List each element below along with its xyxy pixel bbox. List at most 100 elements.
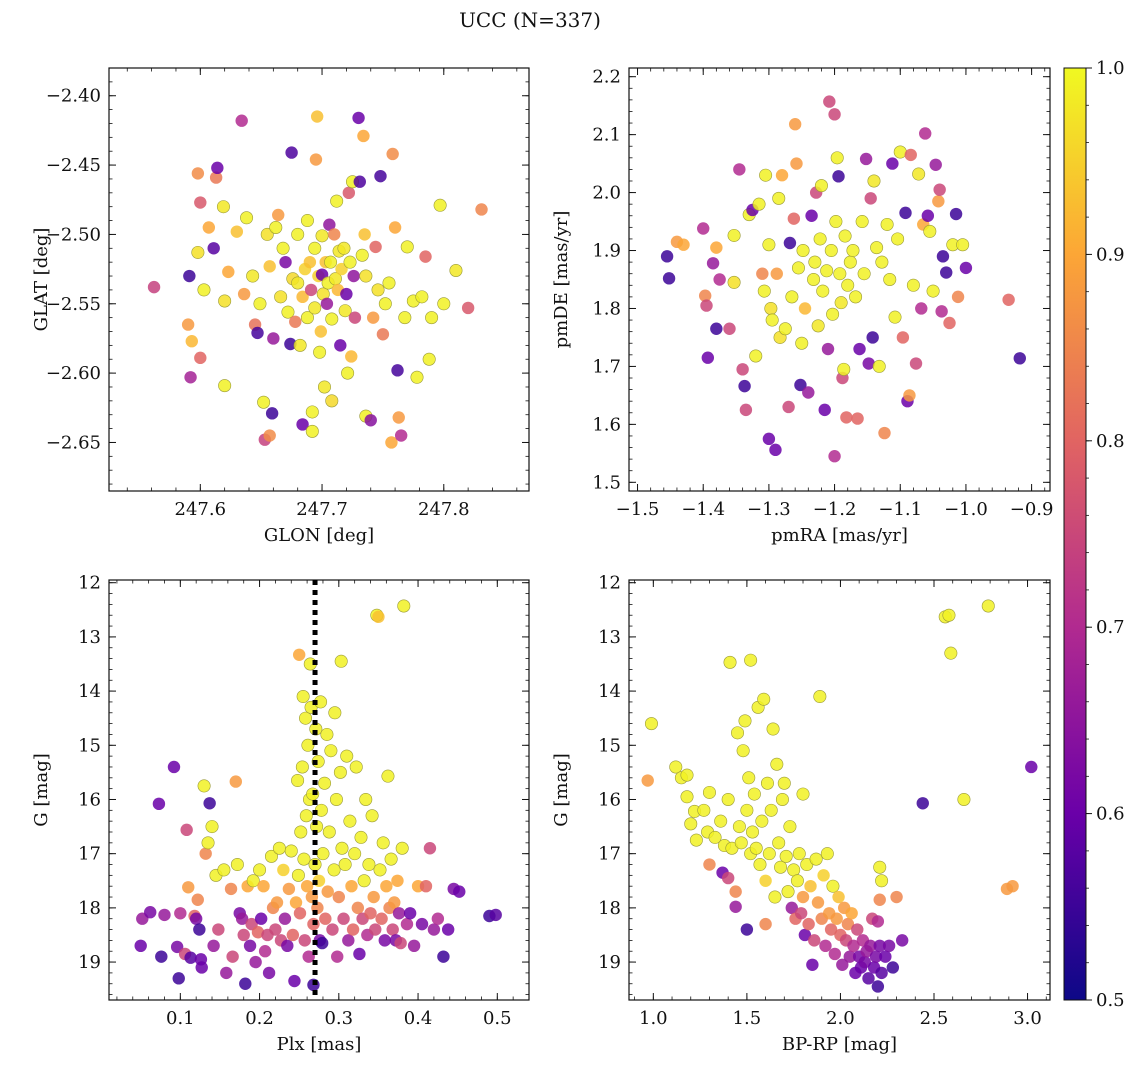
data-point — [903, 389, 916, 402]
axes-frame — [628, 67, 1051, 492]
data-point — [710, 322, 723, 335]
data-point — [167, 760, 181, 774]
data-point — [866, 331, 879, 344]
data-point — [325, 394, 339, 408]
y-tick-label: 14 — [78, 681, 101, 702]
data-point — [265, 407, 279, 420]
data-point — [323, 218, 336, 231]
data-point — [766, 722, 780, 736]
data-point — [981, 599, 995, 613]
data-point — [816, 284, 830, 298]
x-tick-label: −1.1 — [878, 499, 922, 520]
data-point — [847, 939, 860, 953]
data-point — [281, 305, 295, 319]
data-point — [698, 289, 712, 302]
data-point — [425, 311, 439, 325]
data-point — [798, 302, 812, 315]
data-point — [203, 797, 216, 810]
data-point — [765, 313, 779, 327]
data-point — [774, 860, 788, 874]
data-point — [217, 863, 231, 877]
data-point — [180, 823, 193, 837]
data-point — [832, 890, 845, 904]
data-point — [182, 881, 195, 894]
y-axis-label: G [mag] — [551, 753, 572, 826]
data-point — [453, 885, 466, 898]
data-point — [762, 847, 776, 861]
data-point — [284, 337, 297, 351]
data-point — [909, 357, 923, 370]
data-point — [343, 814, 357, 828]
data-point — [756, 267, 769, 280]
data-point — [713, 273, 726, 286]
x-tick-label: −1.5 — [616, 499, 660, 520]
data-point — [791, 261, 805, 275]
data-point — [1006, 879, 1019, 893]
data-point — [172, 972, 185, 985]
data-point — [340, 287, 353, 301]
data-point — [348, 847, 362, 861]
data-point — [777, 776, 791, 790]
data-point — [828, 947, 842, 961]
data-point — [807, 272, 821, 286]
data-point — [371, 283, 385, 297]
data-point — [230, 858, 244, 872]
data-point — [817, 869, 830, 882]
data-point — [787, 863, 801, 877]
data-point — [851, 412, 864, 425]
panel-proper-motion: −1.5 −1.4 −1.3 −1.2 −1.1 −1.0 −0.9 1.5 1.6 1.7 1.8… — [551, 67, 1053, 546]
data-point — [251, 926, 265, 939]
data-point — [397, 599, 411, 613]
data-point — [783, 820, 797, 834]
data-point — [291, 276, 305, 290]
data-point — [299, 711, 313, 725]
data-point — [723, 655, 737, 669]
data-point — [388, 221, 402, 234]
data-point — [433, 198, 447, 212]
data-point — [320, 727, 334, 741]
data-point — [386, 923, 399, 936]
data-point — [949, 207, 963, 221]
data-point — [785, 901, 798, 915]
data-point — [804, 879, 817, 893]
data-point — [246, 269, 260, 283]
data-point — [796, 890, 810, 904]
data-point — [855, 215, 869, 229]
data-point — [357, 874, 371, 888]
data-point — [207, 242, 220, 255]
data-point — [888, 310, 902, 324]
data-point — [778, 322, 792, 336]
data-point — [400, 917, 414, 931]
data-point — [291, 227, 305, 241]
data-point — [322, 825, 336, 839]
data-point — [349, 760, 363, 774]
data-point — [230, 225, 244, 238]
data-point — [796, 244, 810, 258]
x-tick-label: 0.3 — [324, 1008, 353, 1029]
data-point — [723, 322, 736, 335]
data-point — [316, 847, 330, 861]
data-point — [873, 860, 887, 874]
data-point — [809, 852, 823, 866]
data-point — [289, 896, 303, 909]
data-point — [333, 765, 347, 779]
y-tick-label: −2.65 — [46, 432, 101, 453]
y-tick-label: 16 — [598, 789, 621, 810]
y-tick-label: 18 — [598, 898, 621, 919]
data-point — [808, 934, 821, 947]
data-point — [895, 934, 909, 947]
data-point — [775, 792, 789, 806]
data-point — [697, 222, 710, 235]
y-axis-label: GLAT [deg] — [31, 228, 52, 332]
axes-frame — [108, 579, 530, 1001]
data-point — [762, 432, 776, 446]
colorbar-tick-label: 0.7 — [1096, 617, 1125, 638]
data-point — [475, 203, 488, 216]
data-point — [849, 290, 863, 304]
data-point — [194, 351, 207, 365]
data-point — [321, 885, 334, 898]
data-point — [235, 114, 248, 127]
y-tick-label: 1.9 — [592, 241, 621, 262]
data-point — [783, 236, 797, 250]
x-axis-label: Plx [mas] — [277, 1034, 362, 1055]
